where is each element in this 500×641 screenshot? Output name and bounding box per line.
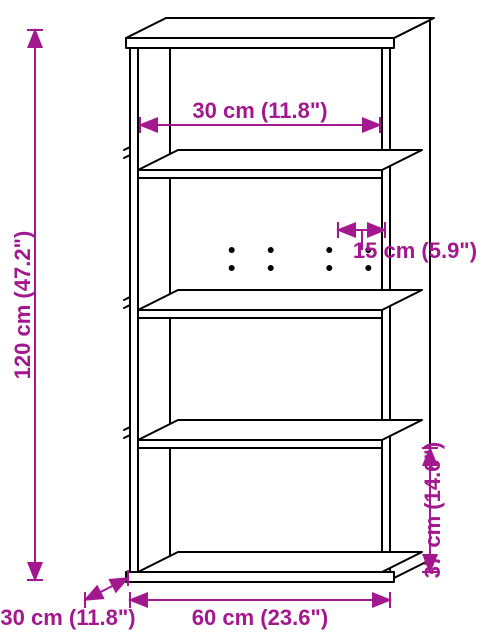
dimension-diagram: 120 cm (47.2") 60 cm (23.6") 30 cm (11.8")… [0, 0, 500, 641]
dimension-label: 30 cm (11.8") [0, 605, 135, 630]
dimension-label: 37 cm (14.6") [420, 442, 445, 578]
dimension-label: 120 cm (47.2") [10, 231, 35, 380]
dimension-label: 60 cm (23.6") [192, 605, 328, 630]
dimension-line [85, 578, 128, 600]
dimension-label: 30 cm (11.8") [192, 98, 327, 123]
dimension-label: 15 cm (5.9") [353, 238, 477, 263]
